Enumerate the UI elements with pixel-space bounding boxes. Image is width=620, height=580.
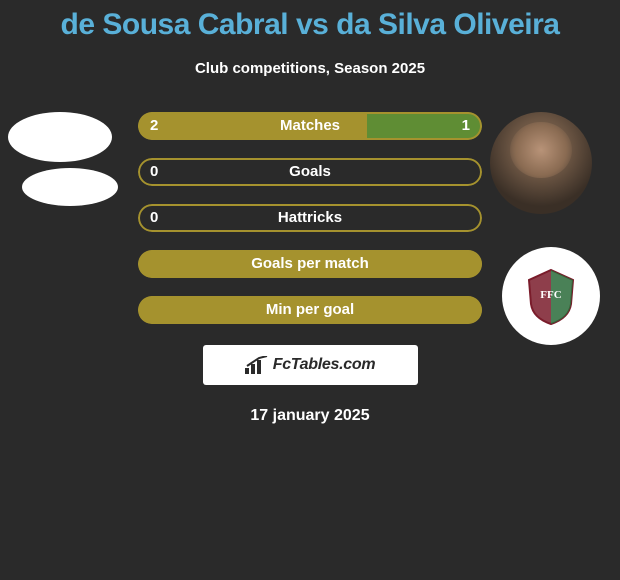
right-club-crest: FFC [502, 247, 600, 345]
bar-label: Goals per match [138, 250, 482, 278]
bar-label: Goals [138, 158, 482, 186]
right-player-avatar [490, 112, 592, 214]
stat-bars: 21Matches 0Goals 0Hattricks Goals per match… [138, 112, 482, 342]
comparison-subtitle: Club competitions, Season 2025 [0, 60, 620, 77]
watermark-label: FcTables.com [273, 356, 376, 374]
comparison-title: de Sousa Cabral vs da Silva Oliveira [0, 0, 620, 42]
chart-area: FFC 21Matches 0Goals 0Hattricks Goals per m… [0, 112, 620, 337]
stat-bar-row: 21Matches [138, 112, 482, 140]
stat-bar-row: Goals per match [138, 250, 482, 278]
svg-text:FFC: FFC [540, 289, 561, 301]
date-label: 17 january 2025 [0, 407, 620, 425]
watermark-chart-icon [245, 356, 269, 374]
left-player-avatar-1 [8, 112, 112, 162]
stat-bar-row: 0Goals [138, 158, 482, 186]
bar-label: Hattricks [138, 204, 482, 232]
club-crest-icon: FFC [521, 266, 581, 326]
watermark[interactable]: FcTables.com [203, 345, 418, 385]
stat-bar-row: Min per goal [138, 296, 482, 324]
left-player-avatar-2 [22, 168, 118, 206]
bar-label: Min per goal [138, 296, 482, 324]
stat-bar-row: 0Hattricks [138, 204, 482, 232]
bar-label: Matches [138, 112, 482, 140]
